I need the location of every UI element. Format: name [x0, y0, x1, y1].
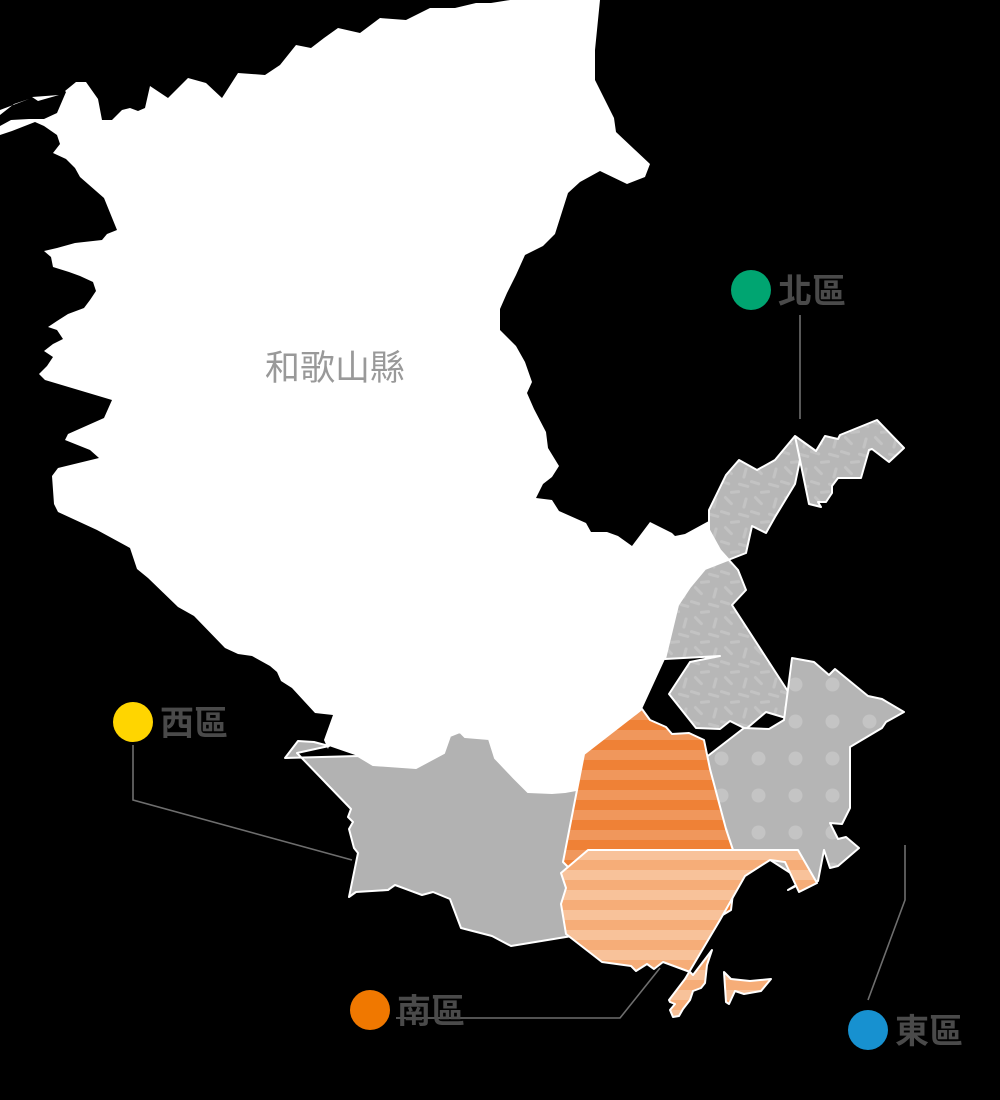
svg-text:和歌山縣: 和歌山縣	[265, 340, 405, 391]
svg-text:西區: 西區	[160, 696, 228, 745]
svg-text:北區: 北區	[778, 264, 846, 313]
svg-text:南區: 南區	[397, 984, 465, 1033]
svg-text:東區: 東區	[895, 1004, 963, 1053]
